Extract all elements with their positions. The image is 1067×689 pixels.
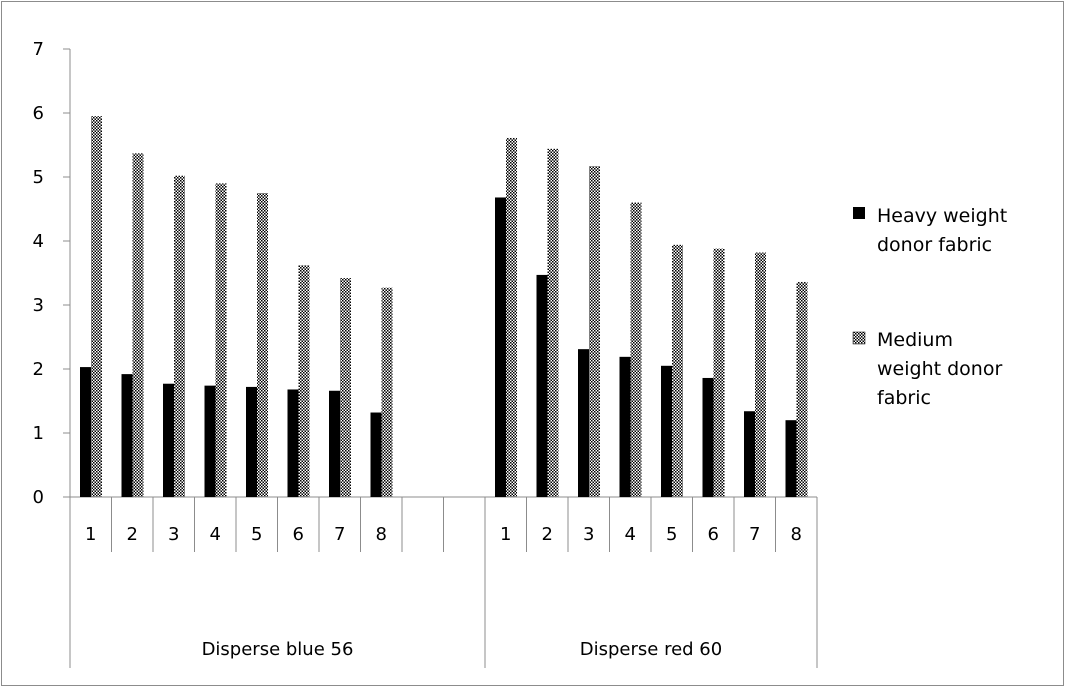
bar-heavy xyxy=(329,390,340,497)
y-tick-label: 4 xyxy=(33,231,44,252)
bar-medium xyxy=(340,278,351,497)
x-tick-label: 5 xyxy=(251,524,262,545)
bar-medium xyxy=(215,183,227,497)
bar-heavy xyxy=(619,356,631,497)
y-tick-label: 6 xyxy=(33,103,44,124)
x-tick-label: 8 xyxy=(376,524,387,545)
y-tick-label: 0 xyxy=(33,487,44,508)
bar-medium xyxy=(381,287,393,497)
bar-medium xyxy=(630,202,642,497)
bar-medium xyxy=(672,244,683,497)
x-tick-label: 2 xyxy=(127,524,138,545)
bars xyxy=(80,116,808,498)
bar-medium xyxy=(174,175,185,497)
bar-heavy xyxy=(163,383,174,497)
bar-heavy xyxy=(370,412,382,497)
bar-medium xyxy=(547,148,559,497)
x-tick-label: 4 xyxy=(210,524,221,545)
bar-heavy xyxy=(536,274,548,497)
legend-label: Medium weight donor fabric xyxy=(877,329,1002,409)
y-tick-label: 3 xyxy=(33,295,44,316)
bar-heavy xyxy=(287,389,299,497)
x-tick-label: 3 xyxy=(583,524,594,545)
y-tick-label: 5 xyxy=(33,167,44,188)
x-tick-label: 4 xyxy=(625,524,636,545)
bar-heavy xyxy=(702,377,714,497)
bar-medium xyxy=(589,166,600,497)
legend-label: Heavy weight donor fabric xyxy=(877,205,1007,256)
x-tick-label: 1 xyxy=(85,524,96,545)
bar-heavy xyxy=(204,385,216,497)
group-label: Disperse blue 56 xyxy=(202,639,354,660)
x-tick-label: 6 xyxy=(293,524,304,545)
bar-medium xyxy=(796,281,808,497)
x-tick-label: 3 xyxy=(168,524,179,545)
legend-swatch xyxy=(852,331,866,345)
y-tick-label: 2 xyxy=(33,359,44,380)
legend: Heavy weight donor fabric Medium weight don… xyxy=(852,205,1007,409)
bar-heavy xyxy=(661,365,672,497)
bar-heavy xyxy=(744,411,755,497)
x-tick-label: 8 xyxy=(791,524,802,545)
group-label: Disperse red 60 xyxy=(580,639,722,660)
bar-medium xyxy=(755,252,766,497)
bar-heavy xyxy=(578,349,589,497)
x-tick-label: 7 xyxy=(334,524,345,545)
bar-heavy xyxy=(121,374,133,497)
x-tick-label: 6 xyxy=(708,524,719,545)
bar-medium xyxy=(298,265,310,497)
bar-heavy xyxy=(495,197,506,498)
bar-heavy xyxy=(246,386,257,497)
axes xyxy=(63,48,818,668)
bar-medium xyxy=(713,248,725,497)
x-tick-label: 1 xyxy=(500,524,511,545)
bar-medium xyxy=(132,153,144,497)
x-tick-label: 2 xyxy=(542,524,553,545)
legend-swatch xyxy=(853,207,865,219)
bar-medium xyxy=(257,193,268,497)
bar-heavy xyxy=(80,367,91,497)
labels: 0 1 2 3 4 5 6 7 Disperse blue 56 Disperse red 60 1… xyxy=(33,39,802,660)
x-tick-label: 7 xyxy=(749,524,760,545)
bar-medium xyxy=(506,137,517,497)
x-tick-label: 5 xyxy=(666,524,677,545)
bar-heavy xyxy=(785,420,797,497)
bar-medium xyxy=(91,116,102,497)
y-tick-label: 7 xyxy=(33,39,44,60)
y-tick-label: 1 xyxy=(33,423,44,444)
